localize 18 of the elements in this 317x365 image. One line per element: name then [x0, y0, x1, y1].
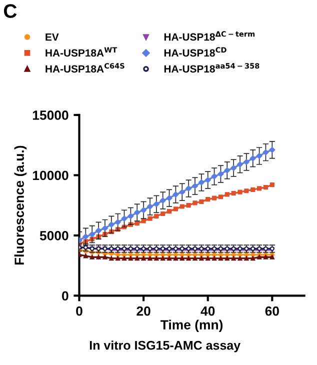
legend-label: HA-USP18A$^{WT}$	[46, 47, 118, 57]
x-tick-label: 0	[76, 306, 82, 316]
y-tick-label: 15000	[32, 110, 68, 120]
legend-label: EV	[46, 33, 59, 41]
x-axis-title: Time (mn)	[160, 320, 223, 332]
x-tick-label: 60	[265, 306, 279, 316]
legend-label: HA-USP18$^{CD}$	[164, 47, 226, 57]
legend-label: HA-USP18$^{ΔC−term}$	[164, 31, 255, 41]
legend-label: HA-USP18$^{aa54−358}$	[164, 63, 260, 73]
x-tick-label: 40	[200, 306, 215, 316]
text: C	[4, 4, 17, 18]
x-tick-label: 20	[136, 306, 150, 316]
y-tick-label: 10000	[32, 170, 68, 180]
y-tick-label: 5000	[40, 230, 68, 240]
legend-label: HA-USP18A$^{C64S}$	[46, 63, 124, 73]
text: In vitro ISG15-AMC assay	[90, 340, 240, 352]
y-axis-title: Fluorescence (a.u.)	[14, 146, 27, 265]
y-tick-label: 0	[62, 291, 68, 301]
